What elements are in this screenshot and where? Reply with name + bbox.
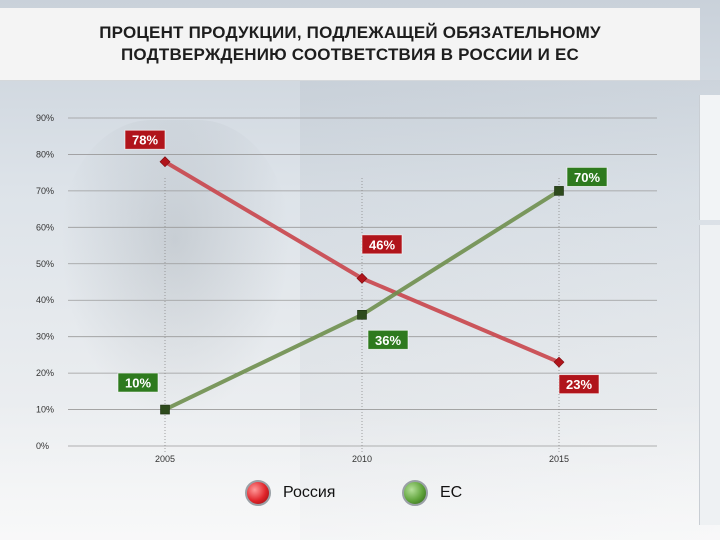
data-label: 23% xyxy=(566,377,592,392)
title-banner: ПРОЦЕНТ ПРОДУКЦИИ, ПОДЛЕЖАЩЕЙ ОБЯЗАТЕЛЬН… xyxy=(0,8,700,81)
background-floor xyxy=(0,400,720,540)
x-tick-label: 2005 xyxy=(155,454,175,464)
x-tick-label: 2015 xyxy=(549,454,569,464)
legend-label-russia: Россия xyxy=(283,484,336,501)
legend-item-russia: Россия xyxy=(245,480,335,506)
chart-title: ПРОЦЕНТ ПРОДУКЦИИ, ПОДЛЕЖАЩЕЙ ОБЯЗАТЕЛЬН… xyxy=(99,23,601,64)
data-label-box xyxy=(124,129,166,150)
data-label: 36% xyxy=(375,333,401,348)
x-tick-label: 2010 xyxy=(352,454,372,464)
data-point-russia xyxy=(553,356,565,368)
data-label: 10% xyxy=(125,376,151,391)
data-label: 46% xyxy=(369,237,395,252)
side-panel-bottom xyxy=(699,225,720,525)
y-tick-label: 90% xyxy=(36,113,54,123)
data-label-box xyxy=(558,374,600,395)
series-line-russia xyxy=(163,160,560,365)
data-point-eu xyxy=(554,186,564,196)
green-sphere-icon xyxy=(402,480,428,506)
data-label-box xyxy=(566,166,608,187)
red-sphere-icon xyxy=(245,480,271,506)
data-label-box xyxy=(367,329,409,350)
data-label: 70% xyxy=(574,170,600,185)
data-label-box xyxy=(361,234,403,255)
legend-label-eu: ЕС xyxy=(440,484,463,501)
chart-legend: Россия ЕС xyxy=(0,480,720,510)
data-label-box xyxy=(117,372,159,393)
y-tick-label: 70% xyxy=(36,186,54,196)
data-point-russia xyxy=(159,156,171,168)
data-point-russia xyxy=(356,272,368,284)
y-tick-label: 80% xyxy=(36,149,54,159)
y-tick-label: 30% xyxy=(36,332,54,342)
data-label: 78% xyxy=(132,133,158,148)
legend-item-eu: ЕС xyxy=(402,480,462,506)
y-tick-label: 10% xyxy=(36,405,54,415)
y-tick-label: 0% xyxy=(36,441,49,451)
y-tick-label: 60% xyxy=(36,222,54,232)
data-point-eu xyxy=(357,309,367,320)
y-tick-label: 40% xyxy=(36,295,54,305)
y-tick-label: 50% xyxy=(36,259,54,269)
side-panel-top xyxy=(699,95,720,220)
y-tick-label: 20% xyxy=(36,368,54,378)
data-point-eu xyxy=(160,404,170,415)
